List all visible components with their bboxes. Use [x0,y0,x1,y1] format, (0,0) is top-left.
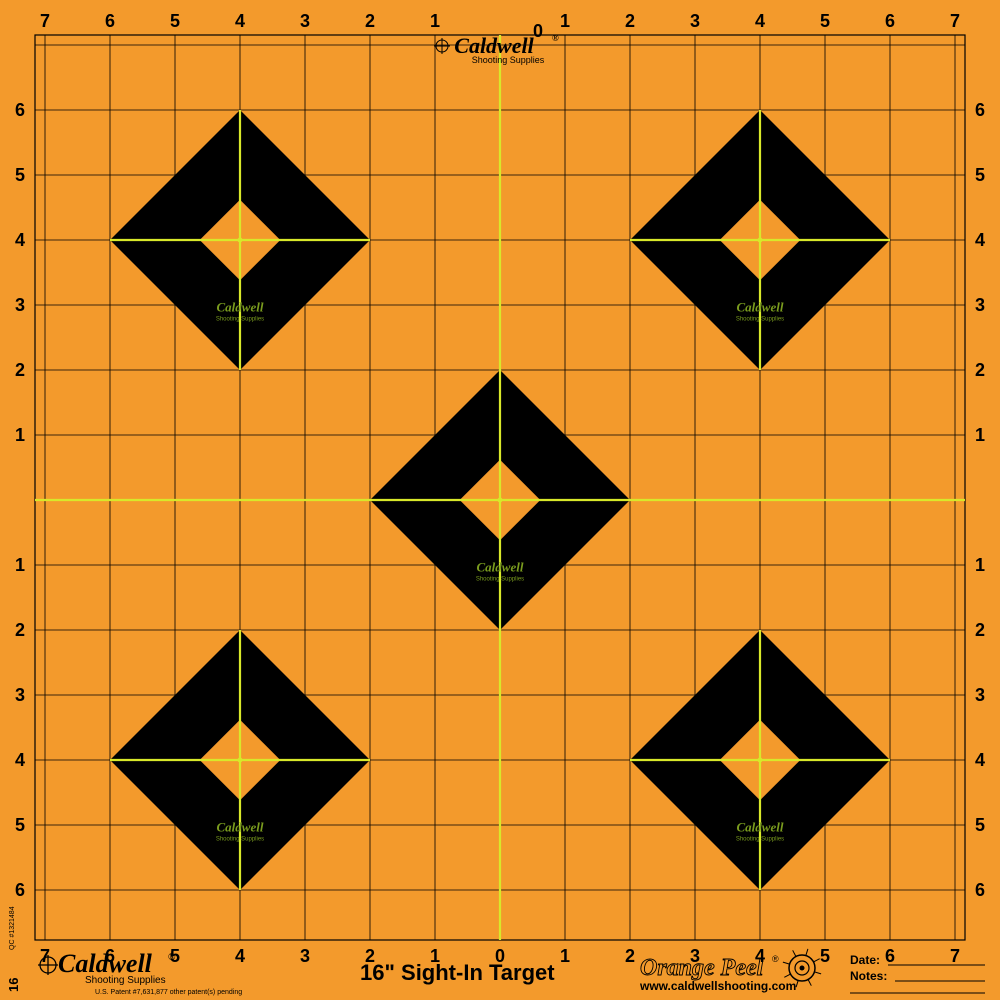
axis-label-right: 2 [975,620,985,640]
date-label: Date: [850,953,880,967]
axis-label-left: 6 [15,100,25,120]
url: www.caldwellshooting.com [639,979,796,993]
axis-label-left: 1 [15,555,25,575]
axis-label-top: 7 [950,11,960,31]
diamond-brand: Caldwell [737,300,784,315]
svg-text:®: ® [168,952,176,963]
diamond-brand-sub: Shooting Supplies [216,837,264,843]
axis-label-right: 4 [975,750,985,770]
axis-label-left: 5 [15,165,25,185]
axis-label-top: 5 [170,11,180,31]
axis-label-bottom: 4 [235,946,245,966]
notes-label: Notes: [850,969,887,983]
axis-label-top: 7 [40,11,50,31]
svg-text:®: ® [772,954,779,964]
svg-text:®: ® [552,33,559,43]
axis-label-right: 1 [975,425,985,445]
axis-label-bottom: 6 [885,946,895,966]
axis-label-bottom: 1 [560,946,570,966]
axis-label-bottom: 5 [820,946,830,966]
axis-label-bottom: 3 [300,946,310,966]
axis-label-left: 2 [15,360,25,380]
axis-label-top: 1 [430,11,440,31]
axis-label-left: 2 [15,620,25,640]
axis-label-right: 5 [975,815,985,835]
qc-code: QC #1321484 [9,906,16,950]
axis-label-top: 3 [300,11,310,31]
axis-label-top: 4 [755,11,765,31]
axis-label-top: 5 [820,11,830,31]
diamond-brand: Caldwell [737,820,784,835]
target-title: 16" Sight-In Target [360,960,555,985]
diamond-brand-sub: Shooting Supplies [476,577,524,583]
diamond-brand: Caldwell [477,560,524,575]
axis-label-left: 4 [15,750,25,770]
axis-label-top: 6 [105,11,115,31]
axis-label-left: 5 [15,815,25,835]
axis-label-top: 6 [885,11,895,31]
sight-in-target: CaldwellShooting SuppliesCaldwellShootin… [0,0,1000,1000]
diamond-brand-sub: Shooting Supplies [216,317,264,323]
diamond-brand-sub: Shooting Supplies [736,837,784,843]
axis-label-top: 2 [365,11,375,31]
axis-label-top: 2 [625,11,635,31]
axis-label-bottom: 2 [625,946,635,966]
axis-label-right: 6 [975,880,985,900]
axis-label-left: 1 [15,425,25,445]
axis-label-left: 3 [15,295,25,315]
axis-label-left: 6 [15,880,25,900]
axis-label-right: 6 [975,100,985,120]
axis-label-right: 4 [975,230,985,250]
axis-label-right: 3 [975,295,985,315]
diamond-brand: Caldwell [217,300,264,315]
diamond-brand-sub: Shooting Supplies [736,317,784,323]
svg-text:Shooting Supplies: Shooting Supplies [472,55,545,65]
diamond-brand: Caldwell [217,820,264,835]
axis-label-left: 4 [15,230,25,250]
svg-text:Shooting Supplies: Shooting Supplies [85,975,166,986]
axis-label-right: 5 [975,165,985,185]
axis-label-left: 3 [15,685,25,705]
svg-text:Orange Peel: Orange Peel [640,955,764,981]
svg-text:Caldwell: Caldwell [58,949,153,978]
axis-label-top: 1 [560,11,570,31]
axis-label-top: 4 [235,11,245,31]
axis-label-right: 3 [975,685,985,705]
axis-label-top: 3 [690,11,700,31]
axis-label-bottom: 7 [950,946,960,966]
axis-label-right: 1 [975,555,985,575]
axis-label-right: 2 [975,360,985,380]
patent-text: U.S. Patent #7,631,877 other patent(s) p… [95,989,242,996]
size-number: 16 [6,978,21,992]
axis-label-top-zero: 0 [533,21,543,41]
